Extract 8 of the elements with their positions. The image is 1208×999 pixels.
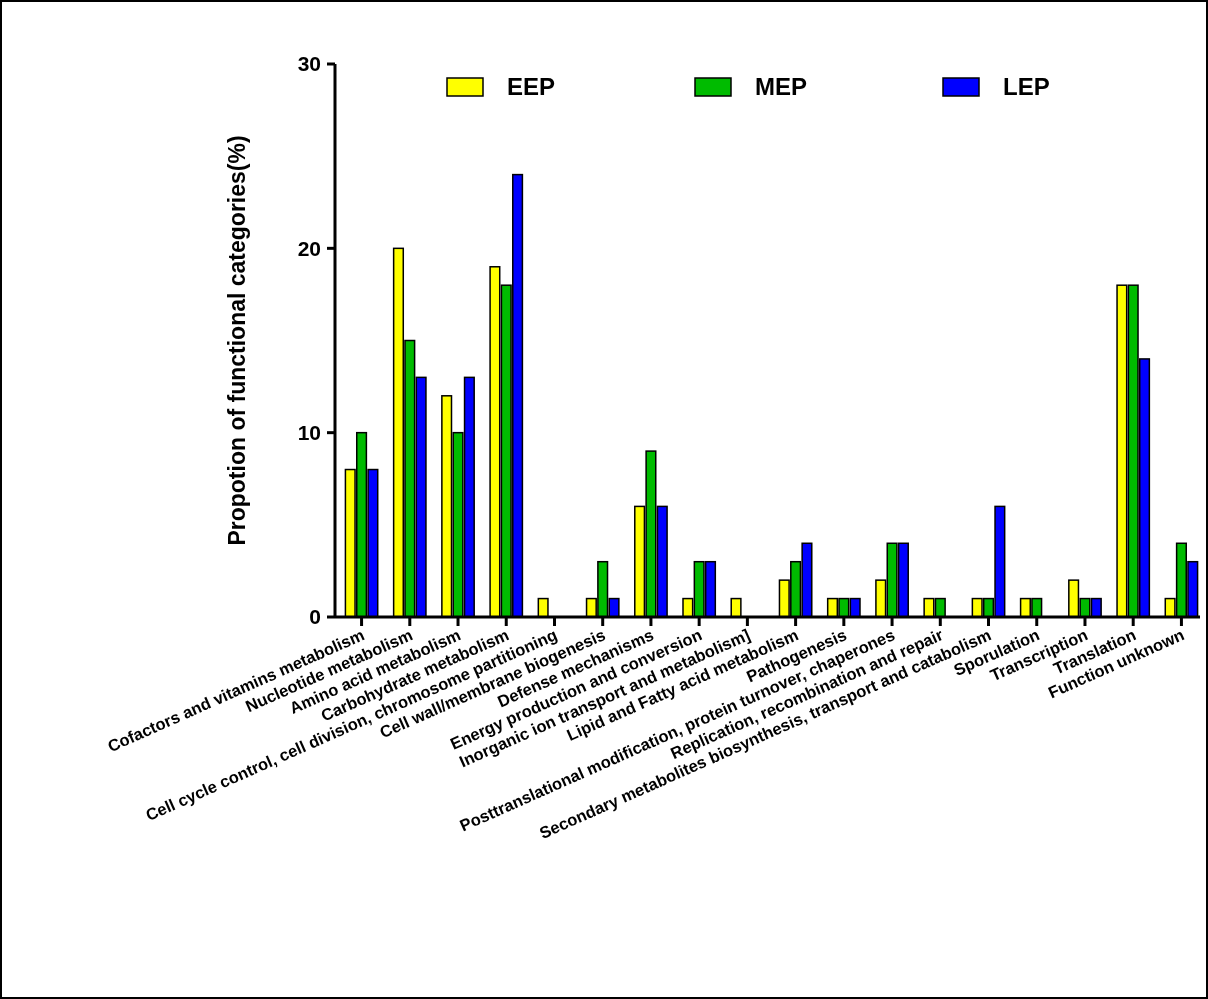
y-tick-label: 20: [297, 236, 321, 260]
legend-label: LEP: [1003, 73, 1050, 101]
y-tick-label: 10: [297, 421, 321, 445]
y-tick-label: 30: [297, 52, 321, 76]
legend-label: EEP: [507, 73, 556, 101]
y-axis-title: Propotion of functional categories(%): [224, 135, 250, 546]
y-tick-label: 0: [309, 605, 321, 629]
legend-label: MEP: [755, 73, 808, 101]
